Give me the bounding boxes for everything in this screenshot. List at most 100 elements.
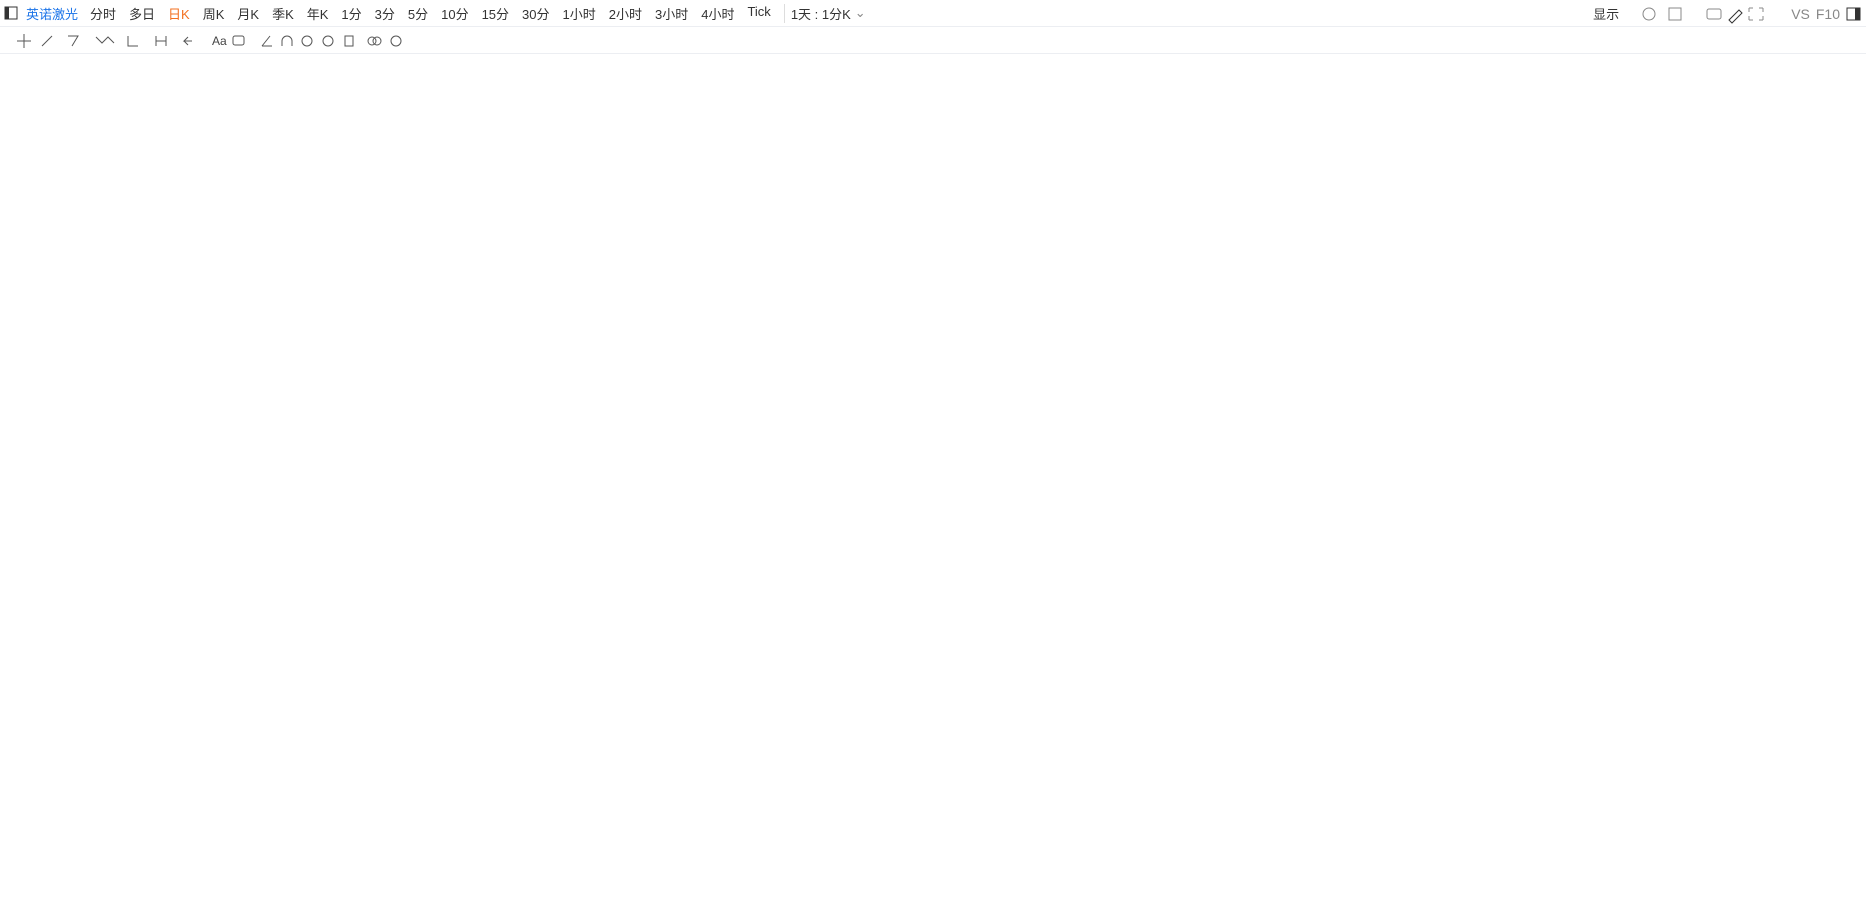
candle-body	[805, 439, 811, 446]
candle-body	[145, 573, 151, 612]
vs-button[interactable]: VS	[1791, 5, 1810, 22]
arrow-tool[interactable]	[182, 36, 192, 46]
period-option[interactable]: 2小时	[608, 6, 642, 22]
candle-body	[235, 654, 241, 663]
measure-tool[interactable]	[155, 36, 167, 46]
y-tick-label-right: 39.86	[1522, 109, 1550, 121]
event-marker[interactable]	[482, 734, 496, 748]
x-tick-label: 11	[514, 751, 525, 763]
candle-body	[361, 629, 367, 640]
y-tick-label-right: 21.93	[1522, 523, 1550, 535]
candle-body	[613, 312, 619, 349]
period-option[interactable]: 15分	[481, 6, 510, 22]
wave-tool[interactable]	[95, 36, 115, 44]
candle-body	[499, 476, 505, 485]
candle-body	[679, 337, 685, 358]
candle-body	[313, 638, 319, 642]
settings-tool[interactable]	[390, 35, 402, 47]
candle-body	[877, 377, 883, 386]
drawing-toolbar: Aa	[0, 28, 1866, 54]
candle-body	[367, 638, 373, 645]
symbol-name[interactable]: 英诺激光	[26, 6, 79, 22]
interval-select[interactable]: 1天 : 1分K	[783, 3, 851, 23]
display-menu[interactable]: 显示	[1593, 7, 1620, 22]
y-tick-label: 15.32	[18, 676, 46, 688]
toolbar-right: 显示 VS F10	[1593, 0, 1866, 27]
move-tool[interactable]	[17, 34, 31, 48]
fib-tool[interactable]	[127, 36, 138, 47]
lock-tool[interactable]	[301, 35, 313, 47]
draw-icon[interactable]	[1728, 8, 1743, 24]
delete-tool[interactable]	[344, 35, 354, 47]
x-tick-label: 4	[1087, 751, 1093, 763]
y-tick-label-right: 36.09	[1522, 196, 1550, 208]
compare-tool[interactable]	[372, 36, 382, 46]
y-tick-label-right: 18.15	[1522, 611, 1550, 623]
period-option[interactable]: 4小时	[701, 6, 735, 22]
period-option[interactable]: 30分	[522, 6, 550, 22]
y-tick-label-right: 33.25	[1522, 262, 1550, 274]
candle-body	[931, 363, 937, 374]
candle-body	[1075, 277, 1081, 332]
fullscreen-icon[interactable]	[1748, 7, 1764, 20]
candle-body	[421, 520, 427, 550]
event-marker[interactable]	[1191, 734, 1205, 748]
channel-tool[interactable]	[68, 35, 79, 47]
y-tick-label-right: 38.92	[1522, 131, 1550, 143]
period-option[interactable]: 年K	[306, 6, 329, 22]
period-option[interactable]: 季K	[272, 6, 294, 22]
magnet-tool[interactable]	[281, 35, 293, 46]
candle-body	[1477, 328, 1483, 337]
period-option[interactable]: 1分	[341, 6, 362, 22]
period-option[interactable]: 月K	[237, 6, 260, 22]
candle-body	[673, 328, 679, 344]
candle-body	[1465, 323, 1471, 335]
candle-body	[1459, 328, 1465, 339]
period-option[interactable]: 10分	[441, 6, 469, 22]
min-label: 13.43	[100, 730, 125, 741]
period-option[interactable]: 日K	[168, 6, 190, 22]
period-option[interactable]: 1小时	[562, 6, 596, 22]
period-option[interactable]: 分时	[90, 6, 117, 22]
angle-tool[interactable]	[261, 35, 272, 47]
candle-body	[1291, 354, 1297, 367]
sidebar-toggle[interactable]	[4, 6, 18, 20]
y-tick-label: 31.37	[18, 305, 46, 317]
period-option[interactable]: 3小时	[654, 6, 689, 22]
event-marker[interactable]	[275, 734, 289, 748]
period-option[interactable]: 周K	[202, 6, 225, 22]
period-option[interactable]: 多日	[129, 6, 156, 22]
candle-body	[733, 381, 739, 409]
candle-body	[1381, 372, 1387, 379]
candle-body	[1285, 356, 1291, 372]
candle-body	[265, 666, 271, 675]
candle-body	[1255, 354, 1261, 365]
period-option[interactable]: Tick	[747, 3, 771, 19]
candle-body	[67, 691, 73, 712]
panel-toggle[interactable]	[1846, 6, 1862, 22]
f10-button[interactable]: F10	[1815, 5, 1840, 22]
settings-icon[interactable]	[1642, 7, 1656, 20]
event-dot	[511, 67, 515, 71]
candle-body	[643, 275, 649, 295]
candle-body	[823, 416, 829, 448]
hide-tool[interactable]	[322, 35, 334, 47]
event-dot	[690, 67, 694, 71]
y-tick-label: 28.53	[18, 371, 46, 383]
y-tick-label-right: 26.65	[1522, 414, 1550, 426]
candle-body	[1219, 354, 1225, 358]
line-tool[interactable]	[41, 35, 53, 47]
period-option[interactable]: 3分	[374, 6, 395, 22]
text-tool[interactable]: Aa	[212, 34, 227, 48]
note-tool[interactable]	[232, 35, 245, 46]
candle-body	[163, 610, 169, 624]
y-tick-label-right: 31.37	[1522, 305, 1550, 317]
candle-body	[649, 273, 655, 305]
y-tick-label: 30.42	[18, 327, 46, 339]
camera-icon[interactable]	[1706, 8, 1722, 19]
layout-icon[interactable]	[1668, 7, 1682, 20]
candle-body	[1153, 374, 1159, 402]
event-marker[interactable]	[1382, 734, 1396, 748]
candle-body	[397, 522, 403, 589]
period-option[interactable]: 5分	[407, 6, 429, 22]
